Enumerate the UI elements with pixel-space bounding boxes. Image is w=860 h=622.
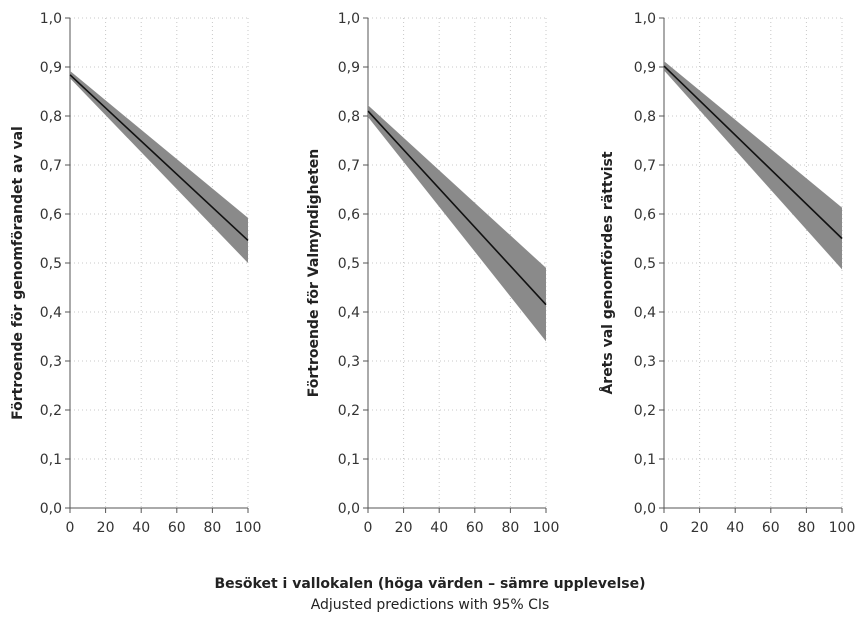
confidence-band: [70, 70, 248, 263]
x-axis-label: Besöket i vallokalen (höga värden – sämr…: [214, 576, 646, 592]
y-tick-label: 0,7: [40, 158, 62, 174]
y-tick-label: 0,8: [338, 109, 360, 125]
y-tick-label: 0,6: [40, 207, 62, 223]
y-axis-label: Årets val genomfördes rättvist: [599, 151, 616, 394]
y-tick-label: 0,3: [40, 354, 62, 370]
prediction-line: [69, 74, 249, 242]
chart-panel-1: 0,0 0,1 0,2 0,3 0,4 0,5 0,6 0,7 0,8 0,9 1,0 0 20 40 60…: [10, 11, 261, 536]
y-tick-label: 0,8: [40, 109, 62, 125]
y-tick-label: 1,0: [40, 11, 62, 27]
x-tick-label: 0: [364, 520, 373, 536]
y-tick-label: 0,3: [634, 354, 656, 370]
y-axis-label: Förtroende för Valmyndigheten: [306, 149, 322, 398]
y-tick-label: 1,0: [338, 11, 360, 27]
prediction-line: [663, 65, 843, 240]
chart-panel-3: 0,0 0,1 0,2 0,3 0,4 0,5 0,6 0,7 0,8 0,9 1,0 0 20 40 60…: [599, 11, 855, 536]
y-tick-label: 0,7: [338, 158, 360, 174]
y-tick-label: 0,6: [634, 207, 656, 223]
x-tick-label: 80: [203, 520, 221, 536]
x-tick-label: 80: [797, 520, 815, 536]
y-tick-label: 0,3: [338, 354, 360, 370]
x-tick-label: 60: [168, 520, 186, 536]
y-tick-label: 0,9: [338, 60, 360, 76]
prediction-line: [367, 110, 547, 306]
x-tick-label: 60: [466, 520, 484, 536]
x-tick-label: 0: [66, 520, 75, 536]
y-tick-label: 0,2: [40, 403, 62, 419]
charts-svg: 0,0 0,1 0,2 0,3 0,4 0,5 0,6 0,7 0,8 0,9 1,0 0 20 40 60…: [10, 11, 855, 536]
y-tick-label: 0,1: [40, 452, 62, 468]
x-tick-label: 100: [235, 520, 262, 536]
y-tick-label: 0,0: [338, 501, 360, 517]
x-tick-label: 60: [762, 520, 780, 536]
x-tick-label: 40: [726, 520, 744, 536]
x-tick-label: 20: [97, 520, 115, 536]
y-tick-label: 0,2: [634, 403, 656, 419]
y-tick-label: 1,0: [634, 11, 656, 27]
y-tick-label: 0,8: [634, 109, 656, 125]
y-tick-label: 0,9: [40, 60, 62, 76]
y-tick-label: 0,9: [634, 60, 656, 76]
y-tick-label: 0,1: [338, 452, 360, 468]
chart-panel-2: 0,0 0,1 0,2 0,3 0,4 0,5 0,6 0,7 0,8 0,9 1,0 0 20 40 60…: [306, 11, 559, 536]
confidence-band: [368, 105, 546, 342]
caption: Adjusted predictions with 95% CIs: [310, 597, 550, 613]
y-tick-label: 0,5: [338, 256, 360, 272]
y-tick-label: 0,1: [634, 452, 656, 468]
y-tick-label: 0,5: [40, 256, 62, 272]
y-tick-label: 0,4: [338, 305, 360, 321]
x-tick-label: 20: [691, 520, 709, 536]
confidence-band: [664, 61, 842, 270]
y-tick-label: 0,4: [634, 305, 656, 321]
x-tick-label: 100: [533, 520, 560, 536]
x-tick-label: 0: [660, 520, 669, 536]
x-tick-label: 100: [829, 520, 856, 536]
y-tick-label: 0,0: [634, 501, 656, 517]
y-tick-label: 0,2: [338, 403, 360, 419]
y-tick-label: 0,5: [634, 256, 656, 272]
x-tick-label: 40: [430, 520, 448, 536]
y-tick-label: 0,4: [40, 305, 62, 321]
y-axis-label: Förtroende för genomförandet av val: [10, 126, 26, 420]
y-tick-label: 0,7: [634, 158, 656, 174]
x-tick-label: 80: [501, 520, 519, 536]
x-tick-label: 40: [132, 520, 150, 536]
x-tick-label: 20: [395, 520, 413, 536]
y-tick-label: 0,0: [40, 501, 62, 517]
y-tick-label: 0,6: [338, 207, 360, 223]
